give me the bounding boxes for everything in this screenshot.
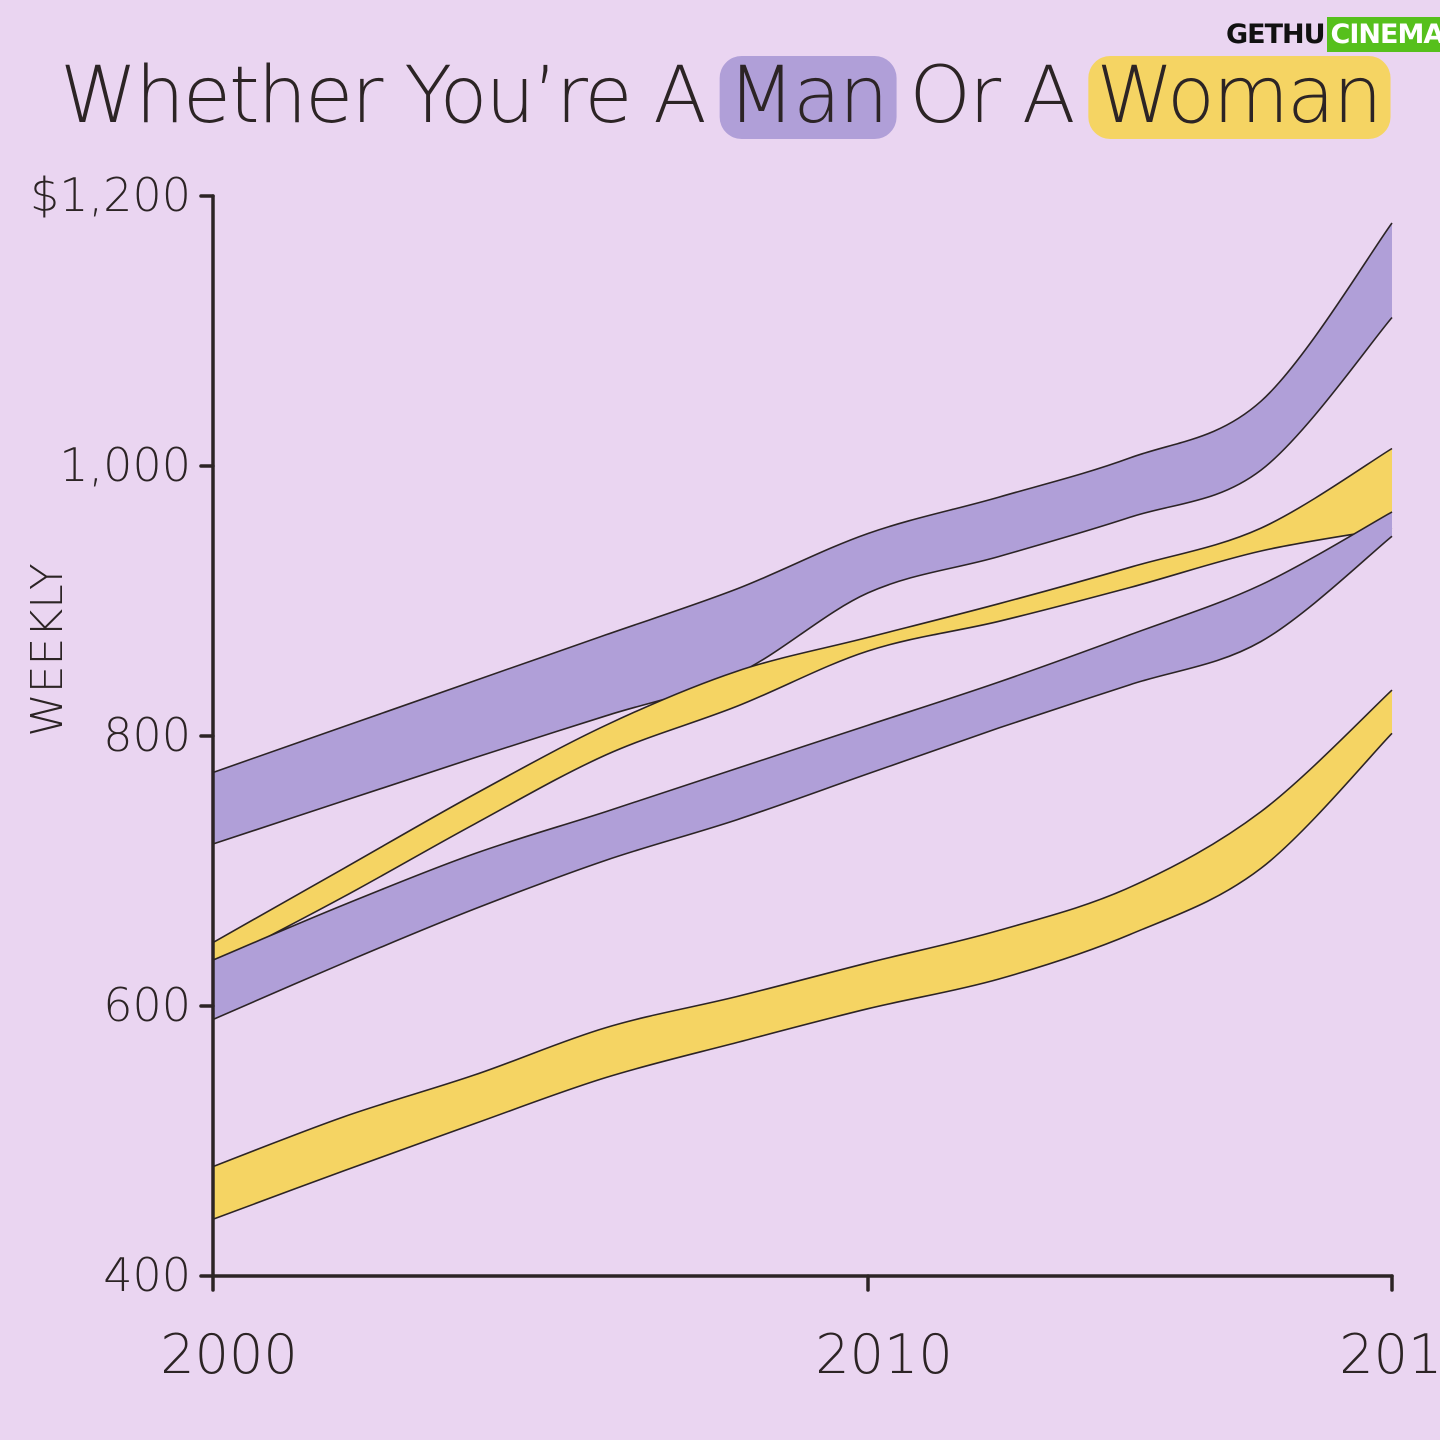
band-man-upper-upper-edge: [212, 222, 1393, 774]
title-part: Or A: [887, 50, 1097, 141]
x-tick-label: 2000: [160, 1323, 297, 1386]
chart-bands: [212, 222, 1393, 1221]
y-ticks: 400 600 800 1,000 $1,200: [30, 168, 215, 1302]
y-tick-label: 800: [103, 708, 191, 762]
title-highlight: [719, 56, 897, 139]
y-tick-label: 1,000: [59, 438, 191, 492]
band-woman-lower-upper-edge: [212, 689, 1393, 1168]
band-man-lower-lower-edge: [212, 535, 1393, 1021]
y-axis-label: WEEKLY: [22, 563, 73, 737]
y-tick-label: 600: [103, 978, 191, 1032]
title-part: Whether You’re A: [60, 50, 728, 141]
band-man-lower: [213, 511, 1392, 1020]
band-man-upper: [213, 223, 1392, 844]
band-woman-lower: [213, 690, 1392, 1220]
watermark-text-1: GETHU: [1226, 18, 1326, 50]
y-tick-label: $1,200: [30, 168, 191, 222]
title-text: Whether You’re A Man Or A Woman: [60, 50, 1381, 141]
x-tick-label: 2010: [815, 1323, 952, 1386]
title-highlight: [1088, 56, 1391, 139]
title-part: Man: [728, 50, 887, 141]
band-man-lower-upper-edge: [212, 511, 1393, 961]
watermark-logo: GETHU CINEMA: [1226, 10, 1440, 58]
chart-title: Whether You’re A Man Or A Woman: [60, 50, 1391, 141]
x-ticks: 2000 2010 2018: [160, 1274, 1440, 1386]
band-woman-upper-upper-edge: [212, 447, 1393, 944]
watermark-text-2: CINEMA: [1326, 16, 1440, 52]
band-woman-lower-lower-edge: [212, 732, 1393, 1221]
x-tick-label: 2018: [1339, 1323, 1440, 1386]
title-part: Woman: [1096, 50, 1380, 141]
band-woman-upper-lower-edge: [212, 527, 1393, 967]
band-woman-upper: [213, 448, 1392, 966]
y-tick-label: 400: [103, 1248, 191, 1302]
band-man-upper-lower-edge: [212, 316, 1393, 845]
